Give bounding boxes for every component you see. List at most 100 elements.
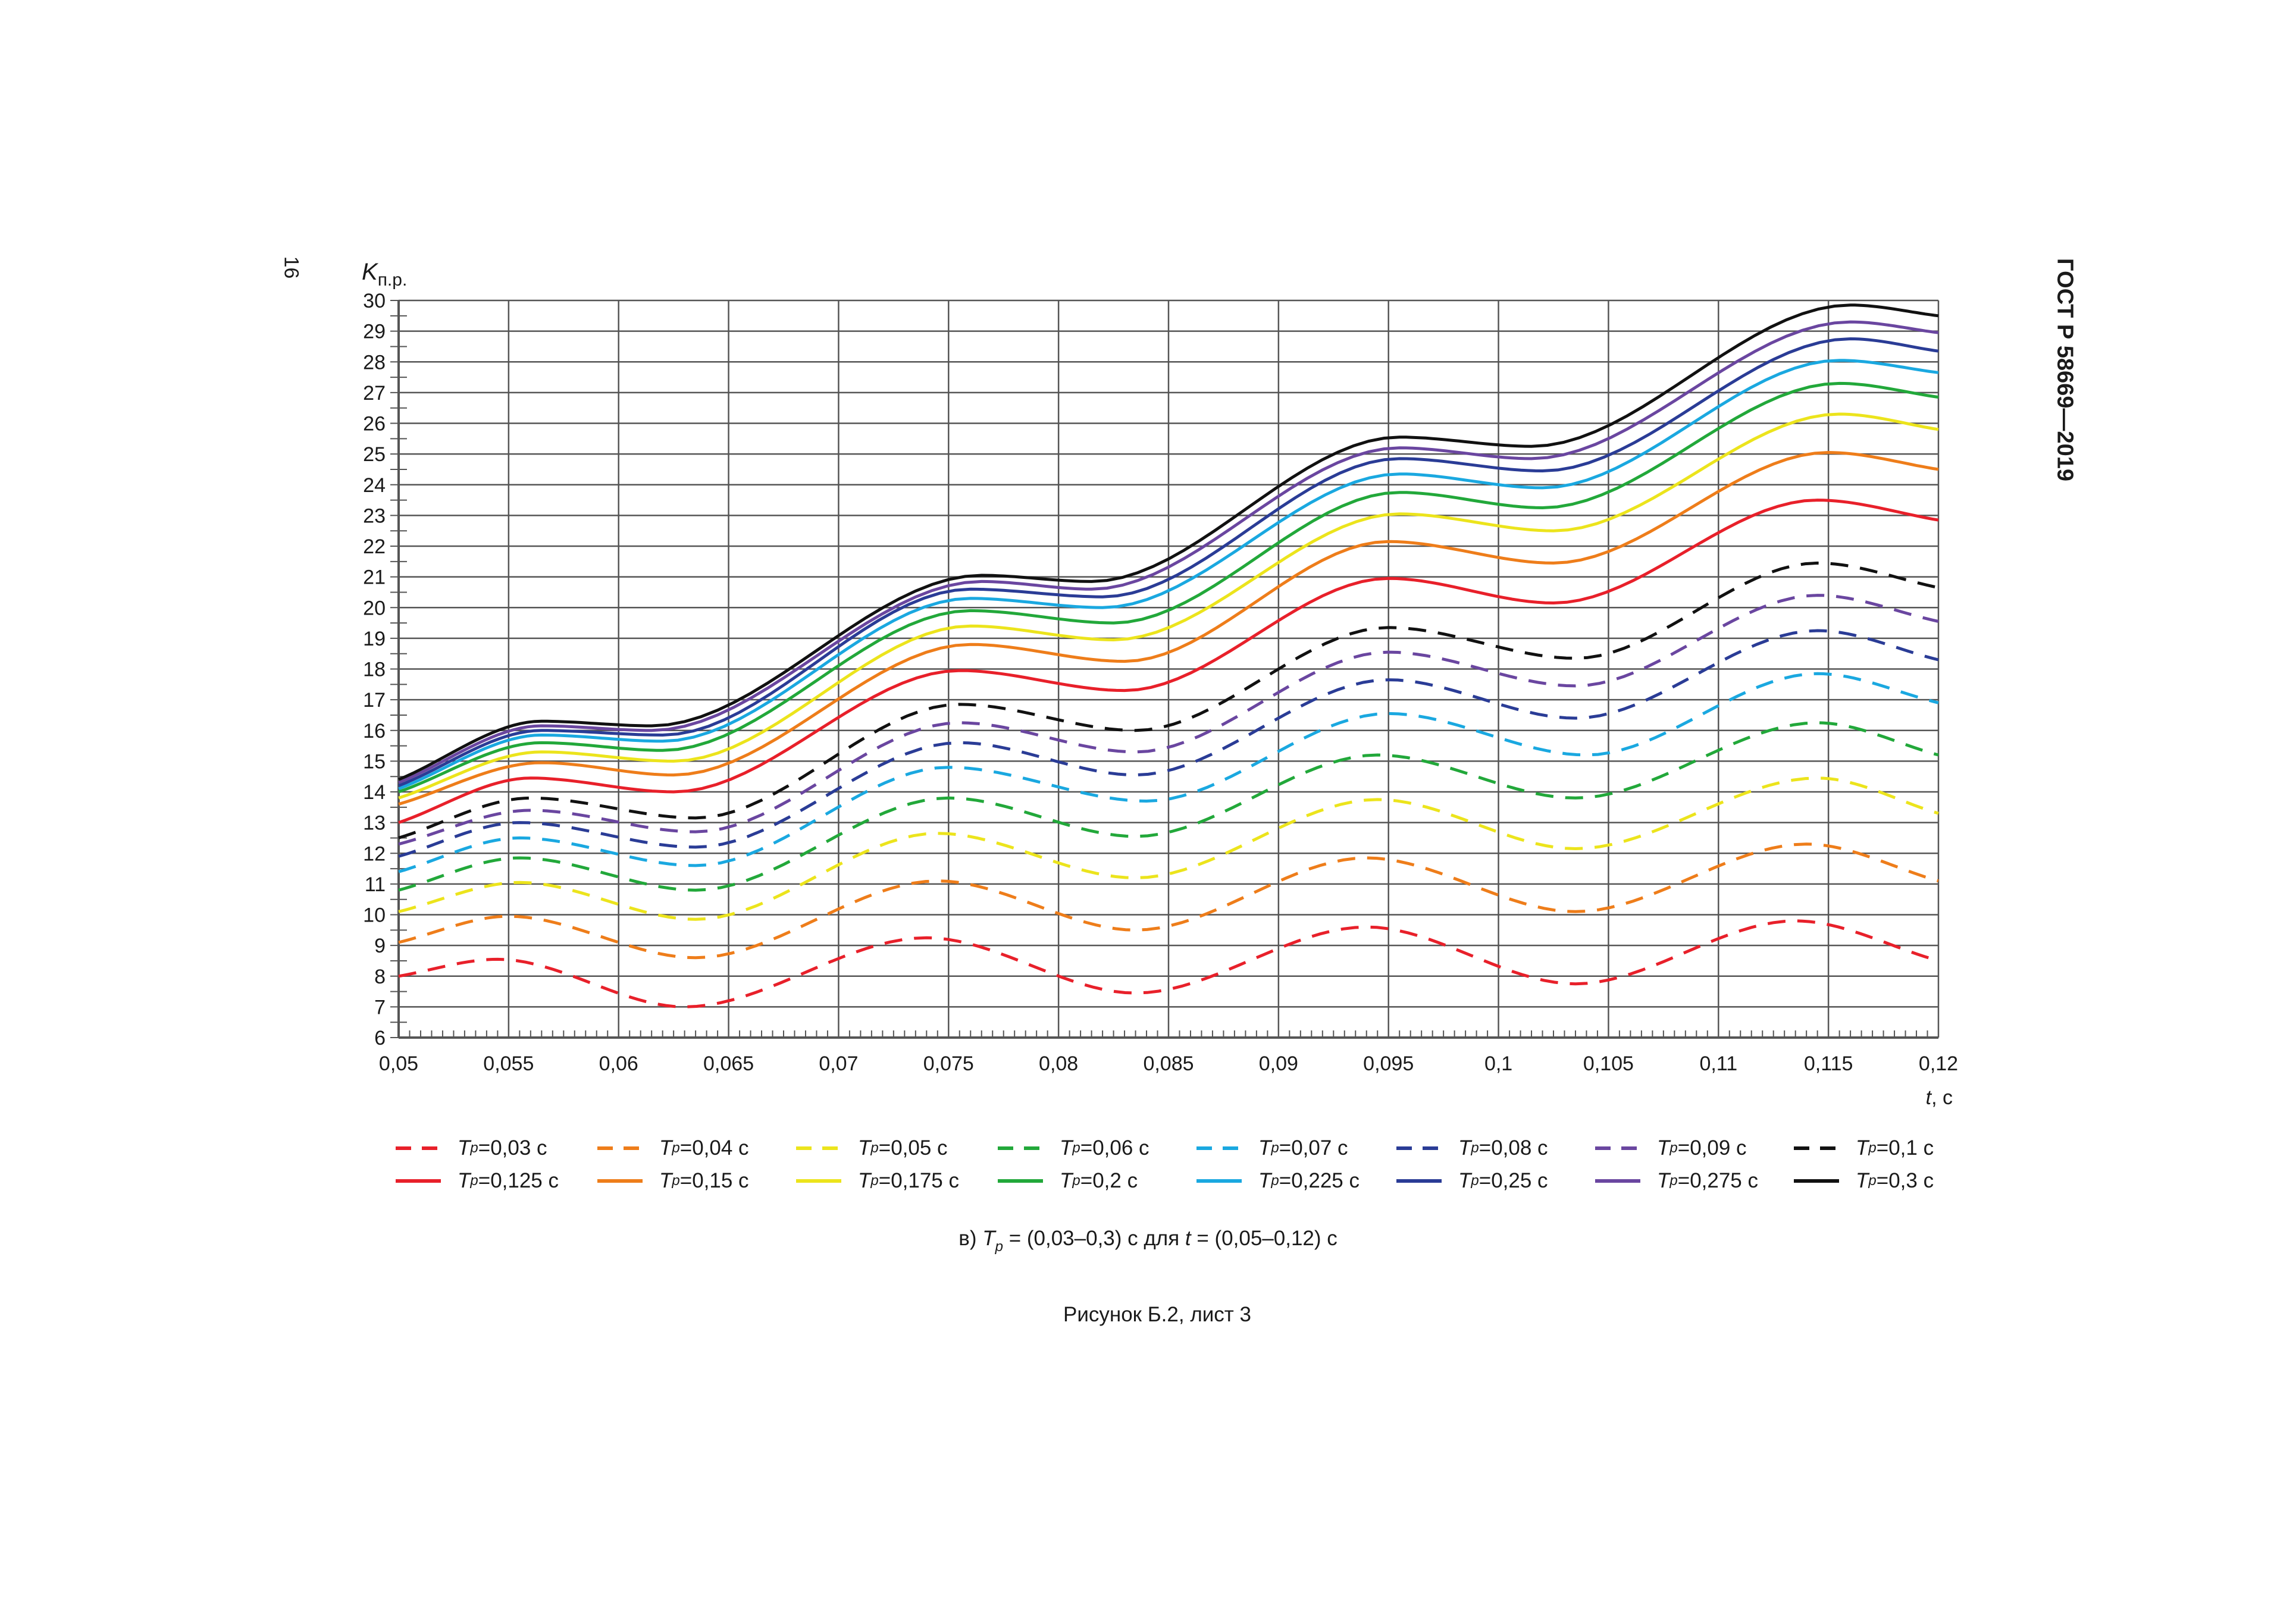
y-tick-label: 17 [363,689,386,712]
y-axis-label: Kп.р. [362,259,407,290]
series-line-13 [398,337,1939,788]
legend-value: =0,08 с [1479,1136,1548,1160]
series-line-2 [398,776,1939,921]
legend-symbol: T [1856,1136,1869,1160]
legend-subscript: p [1868,1173,1877,1189]
legend-symbol: T [1258,1169,1271,1192]
y-tick-label: 23 [363,505,386,527]
legend-swatch [396,1179,441,1183]
grid [390,299,1940,1039]
series-line-3 [398,721,1939,892]
legend-subscript: p [672,1140,680,1156]
legend-symbol: T [1657,1169,1670,1192]
legend-swatch [597,1179,643,1183]
legend-subscript: p [870,1173,879,1189]
legend-value: =0,15 с [679,1169,749,1192]
legend-swatch [1196,1146,1242,1150]
y-tick-label: 18 [363,659,386,681]
x-tick-label: 0,07 [819,1052,858,1075]
y-tick-label: 7 [374,996,386,1019]
legend-value: =0,05 с [878,1136,948,1160]
legend-value: =0,07 с [1279,1136,1348,1160]
legend-symbol: T [1657,1136,1670,1160]
y-tick-label: 10 [363,904,386,927]
series-line-7 [398,561,1939,839]
legend-symbol: T [1258,1136,1271,1160]
series-line-6 [398,594,1939,846]
y-tick-label: 13 [363,812,386,835]
legend-symbol: T [458,1169,471,1192]
y-tick-label: 24 [363,474,386,497]
legend-swatch [597,1146,643,1150]
legend-swatch [1794,1179,1839,1183]
legend-value: =0,225 с [1279,1169,1360,1192]
series-line-15 [398,303,1939,781]
x-tick-label: 0,065 [703,1052,754,1075]
legend-subscript: p [1669,1140,1678,1156]
series-line-8 [398,499,1939,824]
y-tick-label: 16 [363,720,386,742]
y-tick-label: 14 [363,781,386,804]
legend-value: =0,125 с [478,1169,559,1192]
series-line-12 [398,359,1939,791]
y-tick-label: 12 [363,842,386,865]
tick-labels: 6 7 8 9 10 11 12 13 14 15 16 17 18 19 20 21 22 23 24 25 26 27… [363,290,1958,1075]
legend-value: =0,09 с [1677,1136,1747,1160]
x-tick-label: 0,085 [1143,1052,1194,1075]
series-line-5 [398,629,1939,858]
legend-subscript: p [870,1140,879,1156]
series-line-0 [398,919,1939,1008]
legend-symbol: T [659,1169,672,1192]
x-tick-label: 0,1 [1484,1052,1512,1075]
legend-swatch [1396,1179,1442,1183]
legend-swatch [1794,1146,1839,1150]
series-line-11 [398,381,1939,794]
x-tick-label: 0,06 [599,1052,638,1075]
subfigure-caption: в) Tp = (0,03–0,3) с для t = (0,05–0,12)… [959,1227,1337,1255]
series-layer [398,303,1939,1008]
legend-value: =0,3 с [1876,1169,1934,1192]
y-tick-label: 6 [374,1027,386,1049]
y-tick-label: 21 [363,566,386,589]
series-line-9 [398,450,1939,806]
series-line-14 [398,320,1939,784]
legend-symbol: T [858,1169,871,1192]
legend-subscript: p [1868,1140,1877,1156]
x-tick-label: 0,105 [1583,1052,1634,1075]
x-tick-label: 0,115 [1804,1052,1853,1075]
legend-swatch [1396,1146,1442,1150]
legend-symbol: T [458,1136,471,1160]
x-tick-label: 0,12 [1919,1052,1958,1075]
legend-symbol: T [1458,1136,1471,1160]
y-tick-label: 9 [374,935,386,957]
legend-symbol: T [1060,1136,1073,1160]
legend-subscript: p [672,1173,680,1189]
legend-subscript: p [1072,1140,1080,1156]
legend-swatch [998,1146,1043,1150]
chart: 6 7 8 9 10 11 12 13 14 15 16 17 18 19 20 21 22 23 24 25 26 27… [362,259,1958,1109]
y-tick-label: 28 [363,351,386,374]
legend-subscript: p [470,1140,478,1156]
x-tick-label: 0,08 [1039,1052,1078,1075]
legend-symbol: T [1060,1169,1073,1192]
legend-value: =0,04 с [679,1136,749,1160]
y-tick-label: 19 [363,628,386,650]
legend-swatch [998,1179,1043,1183]
legend-subscript: p [1471,1173,1479,1189]
y-tick-label: 22 [363,535,386,558]
y-tick-label: 26 [363,413,386,435]
series-line-4 [398,672,1939,873]
y-tick-label: 11 [365,873,386,896]
legend-swatch [796,1179,841,1183]
y-tick-label: 15 [363,750,386,773]
